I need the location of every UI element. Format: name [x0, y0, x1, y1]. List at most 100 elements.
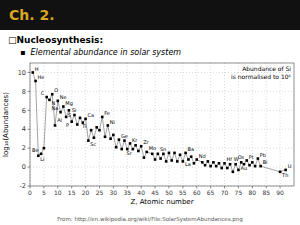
point — [204, 164, 207, 167]
grid-line — [210, 63, 211, 186]
title-bar — [0, 0, 300, 30]
bullet: □Nucleosynthesis: — [8, 35, 103, 45]
point — [59, 111, 62, 114]
grid-line — [57, 63, 58, 186]
point-label: Kr — [132, 137, 138, 143]
point — [168, 152, 171, 155]
tick-label: 25 — [96, 189, 104, 196]
point-label: Ca — [88, 112, 95, 118]
point-label: Ni — [110, 119, 115, 125]
point — [129, 142, 132, 145]
bullet: ▪ Elemental abundance in solar system — [20, 48, 181, 57]
tick-label: 10 — [54, 189, 62, 196]
point-label: Os — [238, 154, 245, 160]
point — [162, 153, 165, 156]
point — [179, 153, 182, 156]
point — [76, 123, 79, 126]
point-label: Au — [241, 165, 248, 171]
point — [154, 158, 157, 161]
point — [220, 167, 223, 170]
point — [31, 71, 34, 74]
point — [184, 152, 187, 155]
tick — [28, 148, 31, 149]
grid-line — [71, 63, 72, 186]
tick-label: 45 — [151, 189, 159, 196]
point — [73, 114, 76, 117]
axes: 051015202530354045505560657075808590-202… — [18, 63, 294, 196]
point — [248, 164, 251, 167]
title: Ch. 2. — [9, 7, 55, 23]
tick — [28, 186, 31, 187]
point — [109, 137, 112, 140]
point-label: Sn — [160, 146, 166, 152]
plot-note: Abundance of Siis normalised to 10⁶ — [231, 65, 291, 80]
point — [84, 118, 87, 121]
tick — [28, 129, 31, 130]
tick-label: 40 — [137, 189, 145, 196]
grid-line — [43, 63, 44, 186]
point-label: La — [185, 161, 191, 167]
tick-label: 65 — [207, 189, 215, 196]
grid-line — [30, 129, 294, 130]
grid-line — [196, 63, 197, 186]
point — [115, 146, 118, 149]
grid-line — [252, 63, 253, 186]
point-label: Si — [72, 107, 77, 113]
plot-note-line: Abundance of Si — [242, 65, 291, 72]
point-label: Be — [32, 147, 39, 153]
point — [118, 138, 121, 141]
grid-line — [168, 63, 169, 186]
point — [143, 156, 146, 159]
point — [51, 93, 54, 96]
point-label: S — [68, 112, 71, 118]
tick — [28, 110, 31, 111]
point — [40, 153, 43, 156]
point — [112, 134, 115, 137]
point — [134, 144, 137, 147]
point-label: Na — [52, 105, 59, 111]
point — [237, 169, 240, 172]
point — [245, 159, 248, 162]
tick-label: 6 — [22, 107, 26, 115]
point — [254, 165, 257, 168]
x-axis-label: Z, Atomic number — [130, 198, 193, 206]
point — [279, 171, 282, 174]
point — [70, 120, 73, 123]
tick — [28, 91, 31, 92]
grid-line — [280, 63, 281, 186]
point — [151, 153, 154, 156]
point-label: Fe — [104, 110, 110, 116]
point — [120, 148, 123, 151]
point — [140, 145, 143, 148]
point — [173, 152, 176, 155]
grid-line — [155, 63, 156, 186]
point — [259, 165, 262, 168]
tick-label: 75 — [235, 189, 243, 196]
point — [101, 116, 104, 119]
tick-label: 20 — [82, 189, 90, 196]
tick-label: 4 — [22, 125, 26, 133]
point-label: He — [38, 74, 45, 80]
point — [159, 157, 162, 160]
plot-note-line: is normalised to 10⁶ — [231, 73, 291, 80]
point — [232, 171, 235, 174]
tick — [28, 167, 31, 168]
point — [43, 147, 46, 150]
point — [54, 124, 57, 127]
point-label: P — [66, 122, 69, 128]
point — [182, 160, 185, 163]
point-label: Pt — [249, 154, 254, 160]
line — [33, 72, 286, 171]
point — [257, 157, 260, 160]
point — [240, 161, 243, 164]
point — [56, 100, 59, 103]
point-label: Ge — [121, 133, 128, 139]
grid-line — [182, 63, 183, 186]
grid-line — [127, 63, 128, 186]
point — [79, 117, 82, 120]
plot-frame — [30, 63, 294, 186]
point — [229, 163, 232, 166]
tick-label: 30 — [110, 189, 118, 196]
grid — [30, 63, 294, 186]
point-label: U — [288, 163, 292, 169]
